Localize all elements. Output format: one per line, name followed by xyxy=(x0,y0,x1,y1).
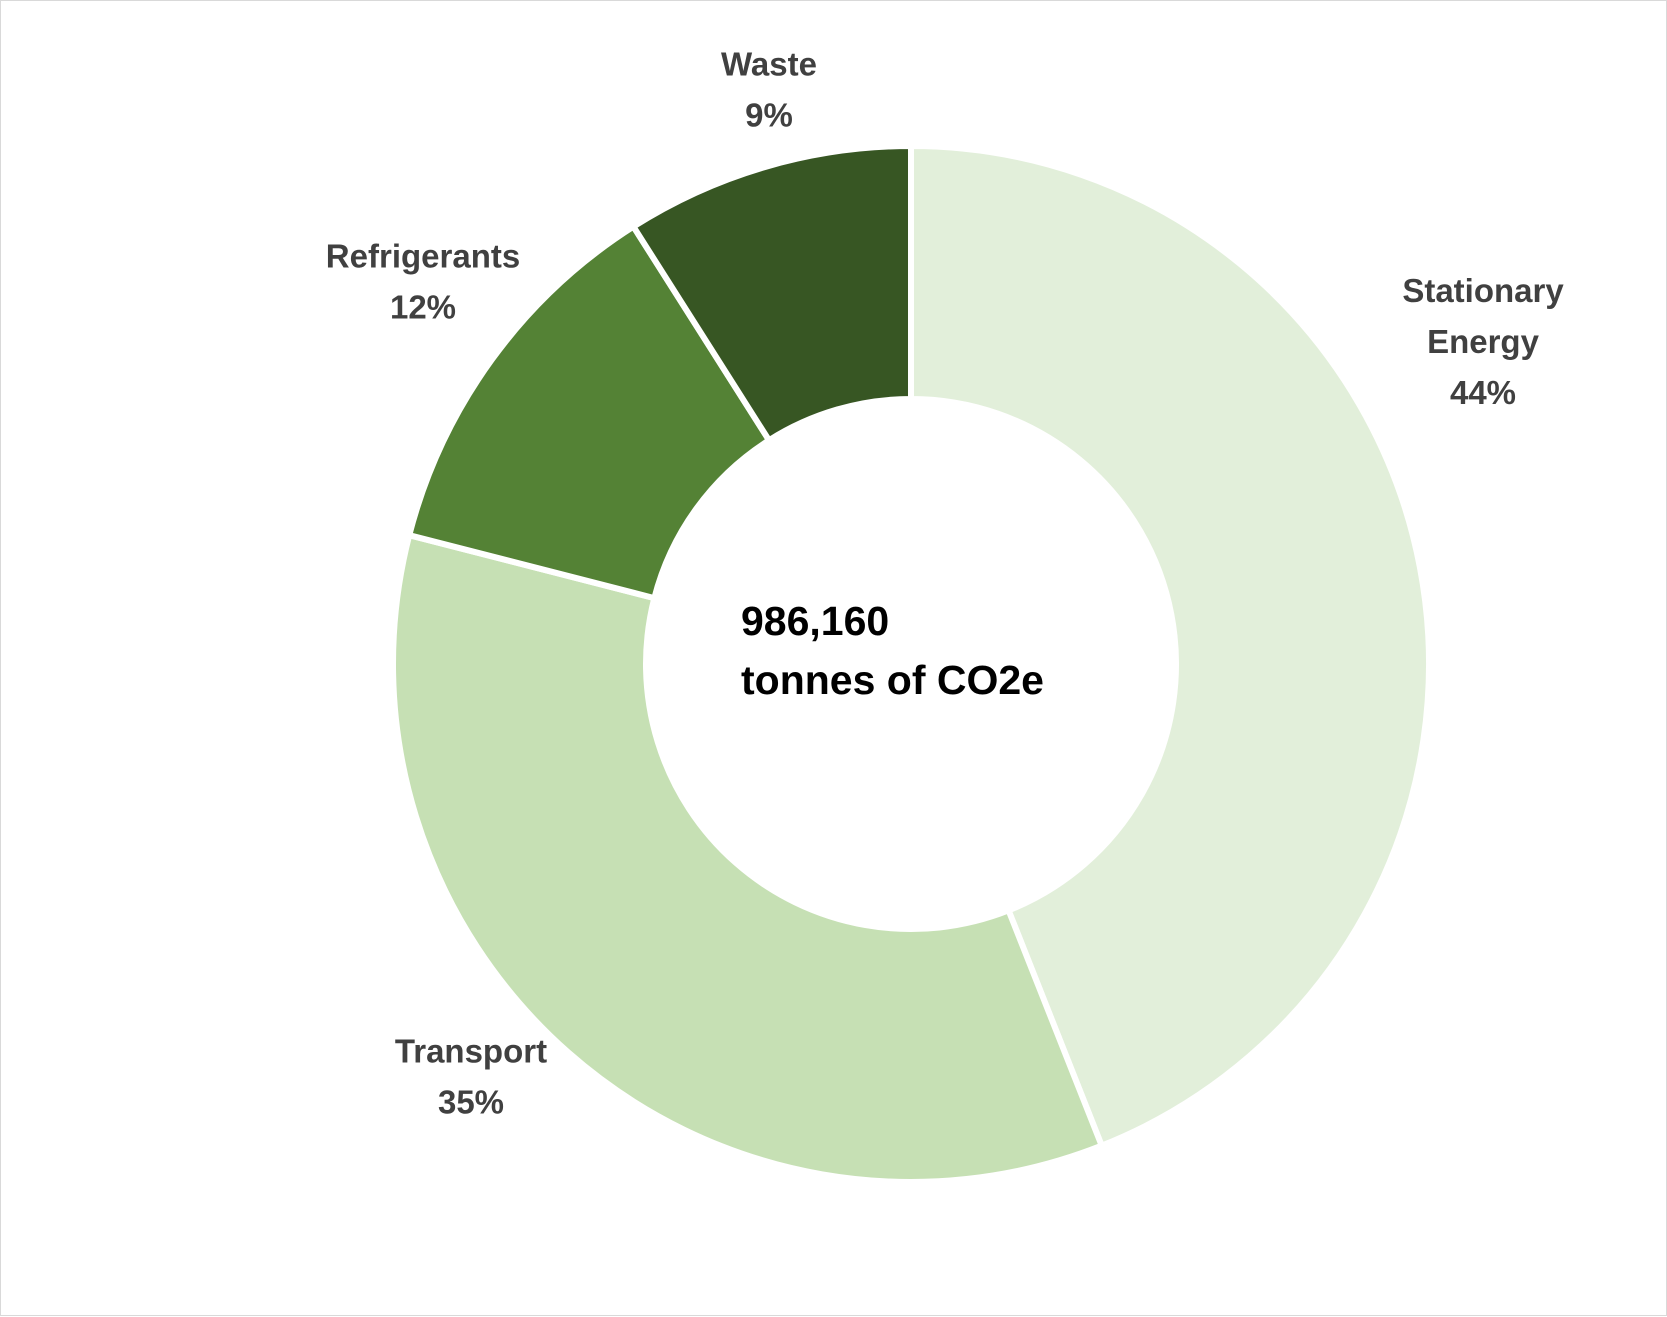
slice-refrigerants xyxy=(405,222,774,602)
slice-transport xyxy=(390,531,1106,1185)
center-total-value: 986,160 xyxy=(741,598,889,644)
label-stationary-energy-name: Stationary xyxy=(1402,272,1564,309)
label-stationary-energy-name: Energy xyxy=(1427,323,1540,360)
center-total-unit: tonnes of CO2e xyxy=(741,657,1044,703)
label-transport-percent: 35% xyxy=(438,1084,504,1121)
label-refrigerants-name: Refrigerants xyxy=(326,238,520,275)
slice-labels: Stationary Energy 44% Transport 35% Refrigera… xyxy=(326,46,1565,1121)
donut-slices xyxy=(390,142,1432,1185)
label-refrigerants-percent: 12% xyxy=(390,289,456,326)
label-transport-name: Transport xyxy=(395,1033,547,1070)
label-waste-percent: 9% xyxy=(745,97,793,134)
slice-stationary-energy xyxy=(908,142,1432,1150)
label-waste-name: Waste xyxy=(721,46,817,83)
label-stationary-energy-percent: 44% xyxy=(1450,374,1516,411)
slice-waste xyxy=(629,142,914,445)
